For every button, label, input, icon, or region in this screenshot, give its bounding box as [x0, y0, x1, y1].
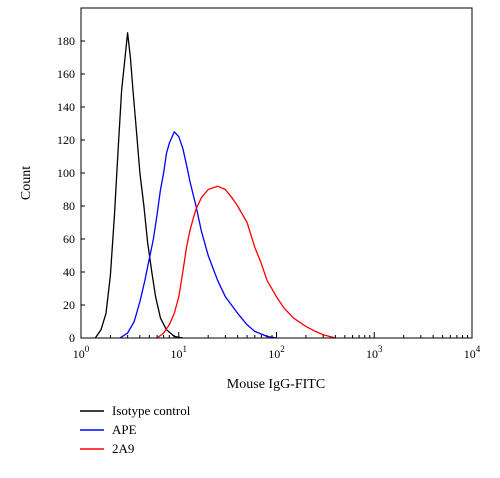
legend-label: APE: [112, 422, 137, 437]
x-tick-label: 104: [464, 344, 481, 361]
x-tick-label: 101: [171, 344, 188, 361]
series-line-0: [94, 32, 183, 339]
series-line-2: [156, 185, 336, 339]
y-axis-label: Count: [19, 166, 34, 200]
y-tick-label: 80: [63, 199, 75, 213]
y-tick-label: 140: [57, 100, 75, 114]
y-tick-label: 20: [63, 298, 75, 312]
y-tick-label: 100: [57, 166, 75, 180]
x-tick-label: 100: [73, 344, 90, 361]
x-axis-label: Mouse IgG-FITC: [227, 377, 325, 392]
legend-label: Isotype control: [112, 403, 191, 418]
y-tick-label: 180: [57, 34, 75, 48]
series-layer: [94, 32, 336, 339]
x-tick-label: 103: [366, 344, 383, 361]
x-tick-label: 102: [268, 344, 285, 361]
y-tick-label: 160: [57, 67, 75, 81]
y-tick-label: 120: [57, 133, 75, 147]
tick-layer: 0 20 40 60 80 100 120 140 160 180 100 101 102 103 104: [57, 34, 481, 361]
series-line-1: [119, 131, 277, 339]
legend: Isotype control APE 2A9: [80, 403, 191, 456]
y-tick-label: 60: [63, 232, 75, 246]
y-tick-label: 40: [63, 265, 75, 279]
y-tick-label: 0: [69, 331, 75, 345]
legend-label: 2A9: [112, 441, 134, 456]
